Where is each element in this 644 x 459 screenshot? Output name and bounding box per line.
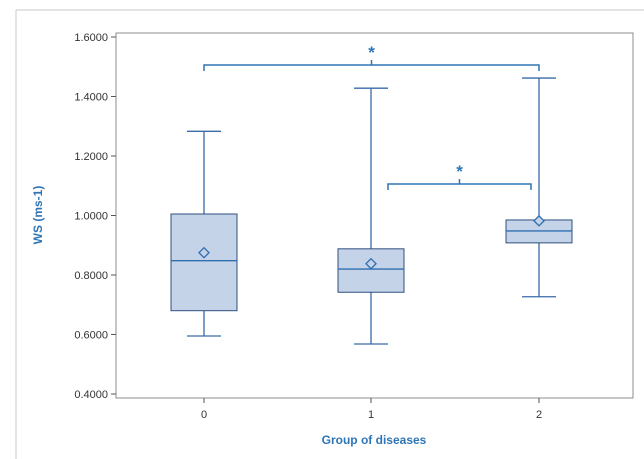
x-tick-label: 2 — [536, 409, 542, 421]
significance-bracket: * — [387, 162, 532, 190]
x-axis: 0 1 2 — [201, 398, 542, 421]
y-axis-title: WS (ms-1) — [31, 186, 45, 245]
significance-label: * — [456, 162, 463, 181]
y-tick-label: 0.6000 — [74, 330, 108, 342]
bracket-line — [203, 64, 540, 71]
y-tick-label: 1.6000 — [74, 32, 108, 44]
mean-marker — [365, 257, 377, 270]
significance-annotations: ** — [203, 43, 540, 190]
bracket-line — [387, 183, 532, 190]
x-tick-label: 0 — [201, 409, 207, 421]
box-group-0 — [170, 130, 238, 337]
y-tick-label: 0.4000 — [74, 389, 108, 401]
box-group-1 — [337, 87, 405, 345]
y-tick-label: 1.4000 — [74, 92, 108, 104]
iqr-box — [170, 213, 238, 312]
box-group-2 — [505, 77, 573, 298]
y-tick-label: 1.0000 — [74, 211, 108, 223]
significance-label: * — [368, 43, 375, 62]
x-axis-title: Group of diseases — [322, 433, 427, 447]
mean-marker — [198, 246, 210, 259]
y-axis: 0.4000 0.6000 0.8000 1.0000 1.2000 1.4000 1.60… — [74, 32, 116, 401]
y-tick-label: 0.8000 — [74, 270, 108, 282]
y-tick-label: 1.2000 — [74, 151, 108, 163]
x-tick-label: 1 — [368, 409, 374, 421]
iqr-box — [337, 248, 405, 293]
mean-marker — [533, 214, 545, 227]
significance-bracket: * — [203, 43, 540, 71]
box-series — [170, 77, 573, 345]
